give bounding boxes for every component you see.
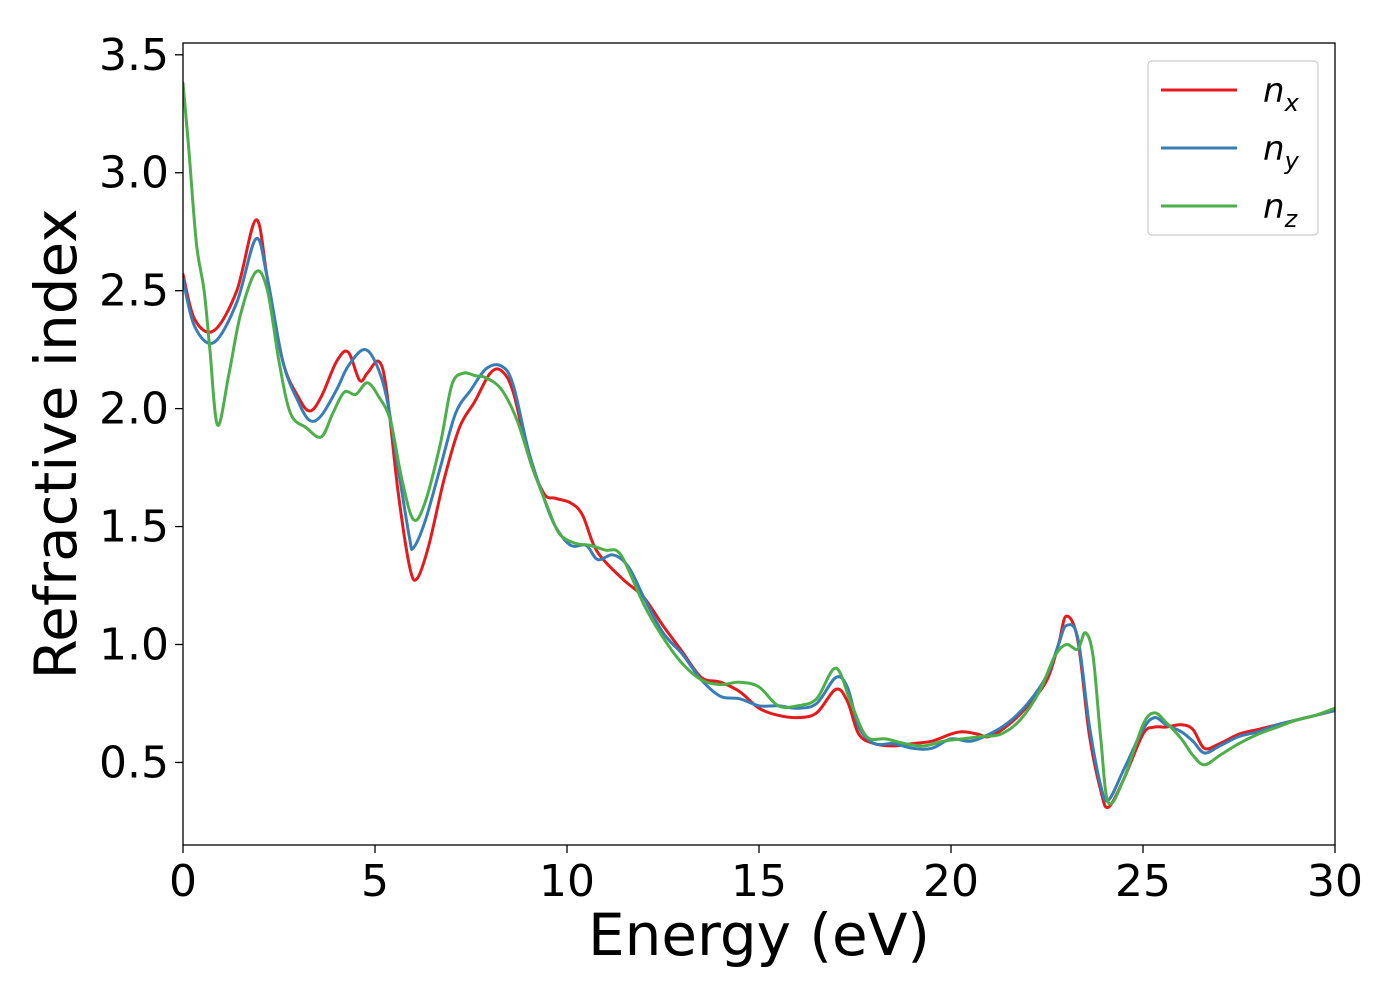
- y-tick-label: 2.0: [99, 384, 169, 435]
- y-axis-label: Refractive index: [22, 208, 90, 679]
- y-tick-label: 2.5: [99, 266, 169, 317]
- x-axis-label: Energy (eV): [588, 901, 930, 969]
- series-line-n-y: [183, 237, 1335, 803]
- x-tick-label: 5: [361, 856, 389, 907]
- y-tick-label: 0.5: [99, 737, 169, 788]
- y-tick-label: 3.5: [99, 30, 169, 81]
- y-axis-ticks: 0.5 1.0 1.5 2.0 2.5 3.0 3.5: [99, 30, 183, 788]
- x-tick-label: 20: [923, 856, 979, 907]
- y-tick-label: 1.0: [99, 620, 169, 671]
- x-tick-label: 0: [169, 856, 197, 907]
- y-tick-label: 1.5: [99, 502, 169, 553]
- legend-entries: nx ny nz: [1161, 71, 1300, 233]
- legend-label-y: ny: [1263, 129, 1300, 175]
- legend-label-x: nx: [1263, 71, 1300, 117]
- x-tick-label: 25: [1115, 856, 1171, 907]
- x-tick-label: 10: [539, 856, 595, 907]
- legend-label-z: nz: [1263, 187, 1299, 233]
- x-axis-ticks: 0 5 10 15 20 25 30: [169, 845, 1363, 907]
- y-tick-label: 3.0: [99, 148, 169, 199]
- series-line-n-z: [183, 81, 1335, 806]
- x-tick-label: 30: [1307, 856, 1363, 907]
- x-tick-label: 15: [731, 856, 787, 907]
- series-layer: [183, 81, 1335, 810]
- legend: nx ny nz: [1147, 60, 1319, 236]
